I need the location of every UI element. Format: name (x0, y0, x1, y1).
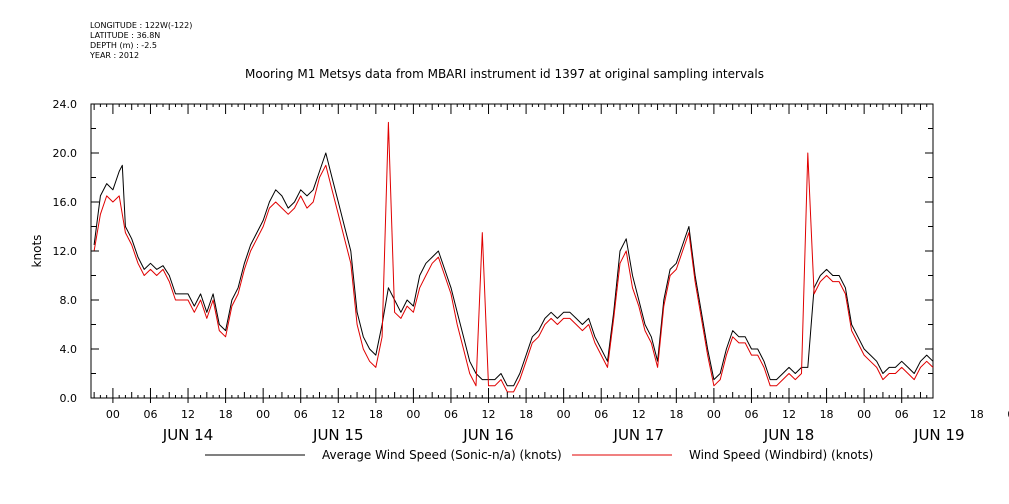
x-hour-label: 06 (895, 408, 909, 421)
x-hour-label: 18 (669, 408, 683, 421)
x-hour-label: 00 (406, 408, 420, 421)
year-text: YEAR : 2012 (90, 51, 140, 60)
series-line-average-wind-speed (93, 152, 934, 387)
x-hour-label: 18 (519, 408, 533, 421)
x-hour-label: 18 (219, 408, 233, 421)
x-hour-label: 06 (594, 408, 608, 421)
legend-label-average-wind-speed: Average Wind Speed (Sonic-n/a) (knots) (322, 448, 562, 462)
y-axis: 0.0 4.0 8.0 12.0 16.0 20.0 24.0 (53, 98, 933, 405)
x-hour-label: 12 (632, 408, 646, 421)
x-hour-label: 12 (782, 408, 796, 421)
x-day-label: JUN 14 (162, 426, 213, 444)
x-hour-label: 06 (444, 408, 458, 421)
x-hour-label: 12 (331, 408, 345, 421)
x-hour-label: 00 (857, 408, 871, 421)
x-hour-label: 06 (294, 408, 308, 421)
x-hour-label: 18 (820, 408, 834, 421)
y-tick-label: 12.0 (53, 245, 78, 258)
y-tick-label: 8.0 (60, 294, 78, 307)
x-hour-label: 00 (707, 408, 721, 421)
plot-frame (90, 103, 934, 399)
y-tick-label: 0.0 (60, 392, 78, 405)
depth-text: DEPTH (m) : -2.5 (90, 41, 157, 50)
x-axis: 00 06 12 18 00 06 12 18 00 06 12 18 00 06 12 18 00 06 12 18… (93, 104, 1009, 444)
x-hour-label: 12 (482, 408, 496, 421)
y-tick-label: 16.0 (53, 196, 78, 209)
y-tick-label: 20.0 (53, 147, 78, 160)
x-hour-label: 18 (970, 408, 984, 421)
x-day-label: JUN 17 (613, 426, 664, 444)
chart-title: Mooring M1 Metsys data from MBARI instru… (245, 67, 764, 81)
y-tick-label: 4.0 (60, 343, 78, 356)
plot-border (90, 103, 934, 399)
legend-label-windbird: Wind Speed (Windbird) (knots) (689, 448, 873, 462)
x-hour-label: 18 (369, 408, 383, 421)
x-hour-label: 00 (106, 408, 120, 421)
x-hour-label: 06 (744, 408, 758, 421)
legend: Average Wind Speed (Sonic-n/a) (knots) W… (205, 448, 873, 462)
longitude-text: LONGITUDE : 122W(-122) (90, 21, 193, 30)
x-hour-label: 00 (256, 408, 270, 421)
latitude-text: LATITUDE : 36.8N (90, 31, 161, 40)
x-hour-label: 00 (1007, 408, 1009, 421)
series-line-windbird (93, 121, 934, 393)
series-layer (93, 121, 934, 393)
x-day-label: JUN 18 (763, 426, 814, 444)
x-day-label: JUN 15 (312, 426, 363, 444)
y-axis-label: knots (30, 235, 44, 268)
y-tick-label: 24.0 (53, 98, 78, 111)
x-hour-label: 06 (143, 408, 157, 421)
station-metadata: LONGITUDE : 122W(-122) LATITUDE : 36.8N … (90, 21, 192, 61)
x-hour-label: 12 (932, 408, 946, 421)
x-hour-label: 00 (557, 408, 571, 421)
x-hour-label: 12 (181, 408, 195, 421)
x-day-label: JUN 16 (462, 426, 513, 444)
x-day-label: JUN 19 (913, 426, 964, 444)
